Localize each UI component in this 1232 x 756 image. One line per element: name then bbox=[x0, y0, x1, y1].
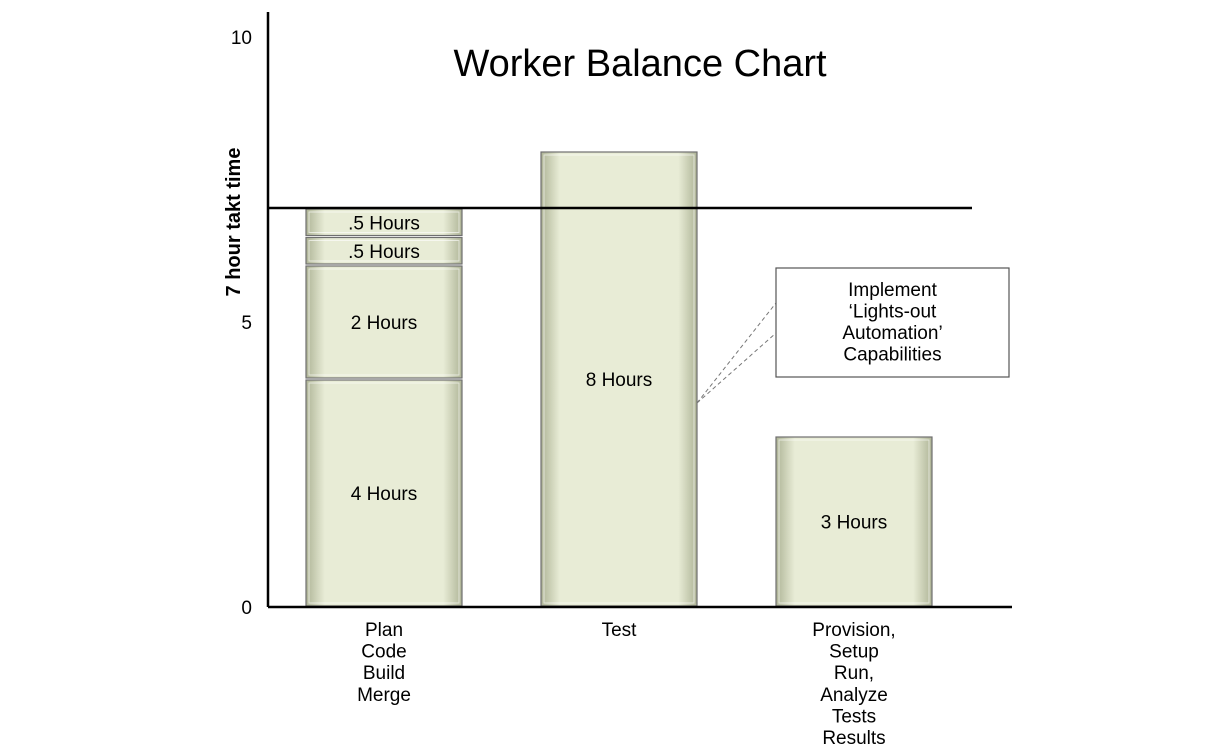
category-label-0-line-2: Build bbox=[363, 663, 405, 684]
category-label-2-line-3: Analyze bbox=[820, 685, 888, 706]
bar-2-segment-0-label: 3 Hours bbox=[821, 513, 888, 534]
category-label-2-line-1: Setup bbox=[829, 642, 879, 663]
bar-0-segment-2-label: .5 Hours bbox=[348, 242, 420, 263]
callout-leader-line-2 bbox=[696, 332, 777, 404]
callout-text-line-2: Automation’ bbox=[842, 323, 942, 344]
bar-1-segment-0-label: 8 Hours bbox=[586, 370, 653, 391]
bar-0-segment-3-bevel bbox=[308, 211, 460, 233]
bar-2-segment-0 bbox=[775, 436, 933, 607]
bar-1-segment-0-bevel bbox=[543, 154, 695, 604]
category-label-2-line-5: Results bbox=[822, 728, 885, 749]
y-axis-ticks: 0 5 10 bbox=[231, 28, 252, 619]
bar-0-segment-3-label: .5 Hours bbox=[348, 213, 420, 234]
bar-0-segment-1-bevel bbox=[308, 268, 460, 376]
category-label-2-line-4: Tests bbox=[832, 706, 876, 727]
callout-box bbox=[775, 267, 1010, 378]
chart-title: Worker Balance Chart bbox=[453, 43, 827, 85]
bar-0-segment-2-bevel bbox=[308, 240, 460, 262]
callout-text-line-1: ‘Lights-out bbox=[849, 302, 937, 323]
category-label-2-line-0: Provision, bbox=[812, 620, 895, 641]
category-label-0-line-1: Code bbox=[361, 642, 406, 663]
callout-text-line-0: Implement bbox=[848, 280, 937, 301]
annotation-callout: Implement‘Lights-outAutomation’Capabilit… bbox=[696, 267, 1010, 404]
y-tick-label-10: 10 bbox=[231, 28, 252, 49]
category-label-1-line-0: Test bbox=[602, 620, 638, 641]
bar-0-segment-1 bbox=[305, 265, 463, 379]
category-label-2-line-2: Run, bbox=[834, 663, 874, 684]
bar-0-segment-0 bbox=[305, 379, 463, 607]
bar-0-segment-3 bbox=[305, 208, 463, 237]
bars: 4 Hours 2 Hours .5 Hours .5 Hours 8 Hours 3 H… bbox=[305, 151, 933, 607]
bar-0-segment-0-label: 4 Hours bbox=[351, 484, 418, 505]
bar-2-segment-0-bevel bbox=[778, 439, 930, 604]
y-tick-label-0: 0 bbox=[241, 598, 252, 619]
callout-text-line-3: Capabilities bbox=[843, 345, 941, 366]
y-axis-label: 7 hour takt time bbox=[223, 148, 245, 297]
y-tick-label-5: 5 bbox=[241, 313, 252, 334]
category-label-0-line-3: Merge bbox=[357, 685, 411, 706]
bar-1-segment-0 bbox=[540, 151, 698, 607]
category-label-0-line-0: Plan bbox=[365, 620, 403, 641]
bar-0-segment-0-bevel bbox=[308, 382, 460, 604]
bar-0-segment-2 bbox=[305, 236, 463, 265]
bar-0-segment-1-label: 2 Hours bbox=[351, 313, 418, 334]
callout-leader-line-1 bbox=[696, 302, 777, 404]
